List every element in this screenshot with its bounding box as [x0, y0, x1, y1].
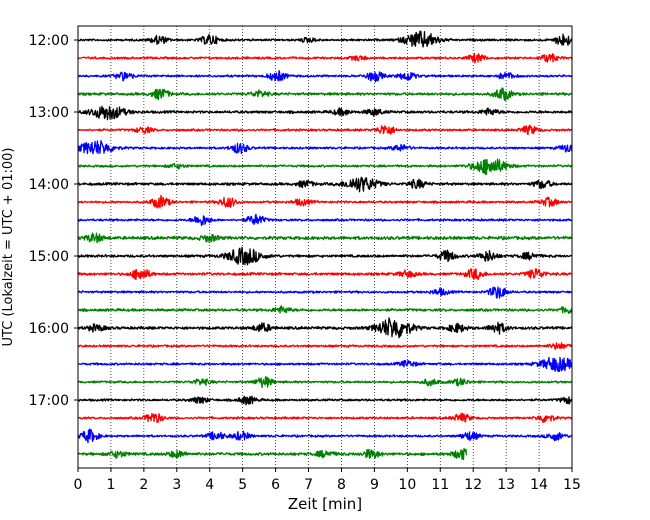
- x-tick-label: 10: [398, 477, 416, 493]
- x-tick-label: 13: [497, 477, 515, 493]
- plot-frame: [77, 25, 573, 469]
- x-tick-label: 12: [464, 477, 482, 493]
- y-tick-label: 17:00: [29, 393, 69, 409]
- trace-17:15: [77, 412, 573, 423]
- x-tick-label: 3: [172, 477, 181, 493]
- vertical-gridlines: [110, 26, 540, 468]
- trace-14:00: [77, 176, 573, 193]
- y-tick-label: 13:00: [29, 105, 69, 121]
- trace-12:45: [77, 87, 573, 102]
- trace-14:30: [77, 213, 573, 227]
- trace-15:15: [77, 268, 573, 281]
- x-axis-ticks: 0 1 2 3 4 5 6 7 8 9 10 11 12 13 14 15: [74, 468, 581, 493]
- x-tick-label: 1: [106, 477, 115, 493]
- y-axis-label: UTC (Lokalzeit = UTC + 01:00): [1, 148, 16, 347]
- trace-15:45: [77, 305, 573, 314]
- x-tick-label: 4: [205, 477, 214, 493]
- y-tick-label: 14:00: [29, 177, 69, 193]
- x-tick-label: 11: [431, 477, 449, 493]
- x-axis-label: Zeit [min]: [288, 495, 362, 513]
- x-tick-label: 9: [370, 477, 379, 493]
- y-tick-label: 15:00: [29, 249, 69, 265]
- trace-12:00: [77, 30, 573, 48]
- trace-16:45: [77, 376, 573, 389]
- trace-14:15: [77, 194, 573, 209]
- trace-17:45: [77, 447, 468, 461]
- y-axis-ticks: 12:00 13:00 14:00 15:00 16:00 17:00: [29, 33, 78, 409]
- trace-14:45: [77, 232, 573, 244]
- trace-12:15: [77, 52, 573, 64]
- trace-12:30: [77, 70, 573, 83]
- x-tick-label: 6: [271, 477, 280, 493]
- x-tick-label: 2: [139, 477, 148, 493]
- x-tick-label: 5: [238, 477, 247, 493]
- trace-16:00: [77, 317, 573, 339]
- trace-15:00: [77, 246, 573, 266]
- x-tick-label: 0: [74, 477, 83, 493]
- trace-17:30: [77, 428, 573, 444]
- trace-16:15: [77, 342, 573, 350]
- trace-13:30: [77, 140, 573, 155]
- seismogram-traces: [77, 30, 573, 461]
- trace-17:00: [77, 395, 573, 406]
- trace-13:00: [77, 105, 573, 121]
- trace-16:30: [77, 356, 573, 373]
- trace-13:15: [77, 124, 573, 136]
- x-tick-label: 7: [304, 477, 313, 493]
- trace-13:45: [77, 158, 573, 175]
- x-tick-label: 14: [530, 477, 548, 493]
- trace-15:30: [77, 286, 573, 299]
- x-tick-label: 15: [563, 477, 581, 493]
- x-tick-label: 8: [337, 477, 346, 493]
- y-tick-label: 12:00: [29, 33, 69, 49]
- y-tick-label: 16:00: [29, 321, 69, 337]
